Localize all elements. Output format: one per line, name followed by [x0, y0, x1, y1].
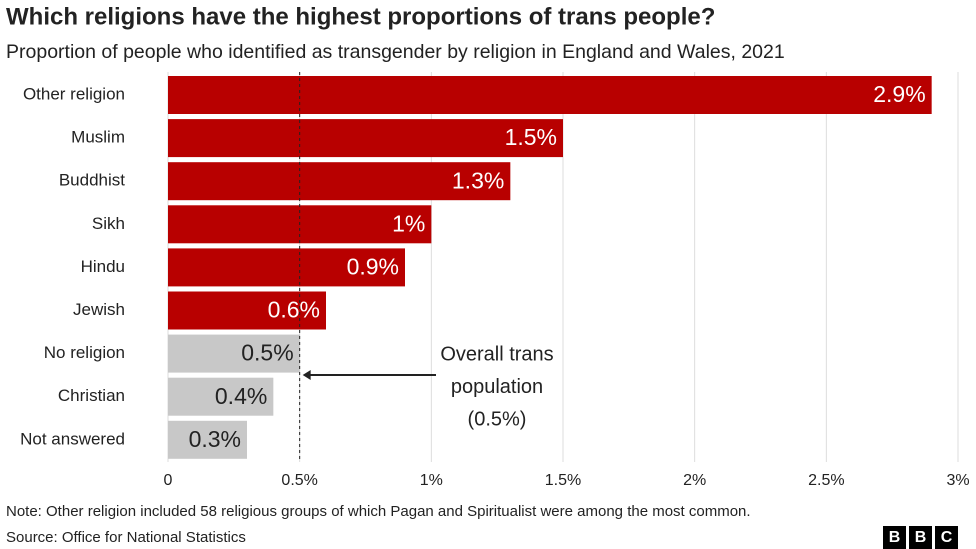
- value-label: 0.9%: [347, 253, 399, 279]
- y-tick-label: Christian: [58, 386, 125, 405]
- value-label: 1.5%: [505, 124, 557, 150]
- x-tick-label: 0.5%: [281, 472, 317, 489]
- y-tick-label: Not answered: [20, 429, 125, 448]
- x-tick-label: 1.5%: [545, 472, 581, 489]
- x-tick-label: 1%: [420, 472, 443, 489]
- chart-subtitle: Proportion of people who identified as t…: [6, 41, 785, 63]
- bar: [168, 162, 511, 201]
- value-label: 0.4%: [215, 383, 267, 409]
- y-tick-label: No religion: [44, 343, 125, 362]
- bar: [168, 377, 274, 416]
- value-label: 1.3%: [452, 167, 504, 193]
- logo-box: [935, 526, 958, 549]
- y-tick-label: Hindu: [81, 257, 125, 276]
- annotation: Overall trans: [440, 343, 553, 365]
- logo-letter: B: [915, 529, 927, 546]
- bar: [168, 76, 932, 114]
- note: Note: Other religion included 58 religio…: [6, 503, 751, 520]
- x-tick-label: 2.5%: [808, 472, 844, 489]
- logo-letter: B: [889, 529, 901, 546]
- bar: [168, 119, 563, 158]
- logo-letter: C: [941, 529, 953, 546]
- y-tick-label: Sikh: [92, 214, 125, 233]
- value-label: 0.3%: [189, 426, 241, 452]
- bar: [168, 334, 300, 373]
- value-label: 2.9%: [873, 81, 925, 107]
- y-tick-label: Buddhist: [59, 171, 125, 190]
- arrow-head: [302, 370, 311, 380]
- bar: [168, 248, 405, 287]
- y-tick-label: Jewish: [73, 300, 125, 319]
- chart-title: Which religions have the highest proport…: [6, 3, 715, 30]
- x-tick-label: 0: [164, 472, 173, 489]
- annotation: population: [451, 376, 543, 398]
- x-tick-label: 3%: [946, 472, 969, 489]
- x-tick-label: 2%: [683, 472, 706, 489]
- value-label: 1%: [392, 210, 425, 236]
- y-tick-label: Muslim: [71, 128, 125, 147]
- value-label: 0.5%: [241, 340, 293, 366]
- bar: [168, 291, 326, 330]
- y-tick-label: Other religion: [23, 84, 125, 103]
- source: Source: Office for National Statistics: [6, 529, 246, 546]
- bar: [168, 420, 247, 459]
- logo-box: [909, 526, 932, 549]
- value-label: 0.6%: [268, 297, 320, 323]
- logo-box: [883, 526, 906, 549]
- annotation: (0.5%): [468, 408, 527, 430]
